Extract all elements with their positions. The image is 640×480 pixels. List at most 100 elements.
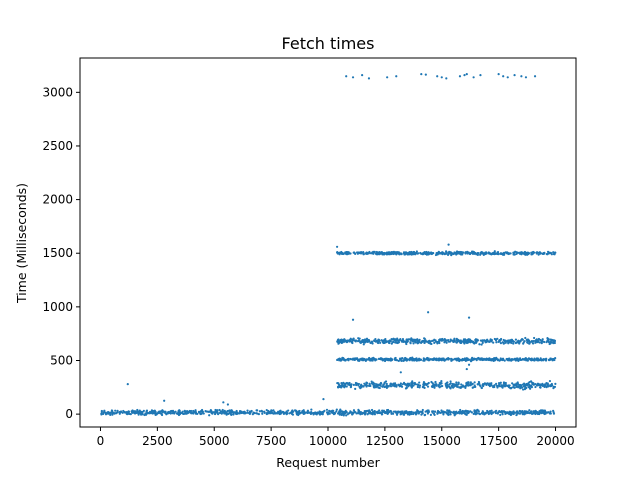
data-point [513,386,516,389]
data-point [170,409,173,413]
data-point [399,357,402,361]
data-point [498,410,502,413]
data-point [549,357,552,360]
data-point [438,383,441,387]
data-point [420,413,423,416]
y-tick-label: 0 [65,407,73,421]
data-point [529,357,532,361]
data-point [291,409,294,412]
data-point [347,383,350,386]
data-point [255,412,258,415]
data-point [492,411,495,414]
data-point [528,409,531,412]
data-point [306,411,309,414]
data-point [541,410,544,413]
data-point [378,409,381,412]
data-point [336,412,340,415]
data-point [513,253,516,256]
data-point [449,251,452,254]
data-point [351,341,354,345]
data-point [509,341,512,344]
data-point [448,340,452,343]
data-point [395,75,398,78]
data-point [515,384,518,387]
data-point [427,359,431,362]
data-point [144,413,148,416]
data-point [471,358,474,362]
data-point [546,384,549,387]
data-point [445,339,448,342]
data-point [381,413,384,416]
data-point [346,413,349,416]
data-point [423,340,426,343]
data-point [411,340,414,343]
data-point [436,342,439,345]
data-point [119,411,122,414]
data-point [358,409,361,413]
data-point [375,384,378,387]
data-point [514,338,518,341]
data-point [447,251,450,255]
data-point [445,411,448,414]
data-point [468,252,472,255]
y-tick-label: 1000 [42,300,73,314]
data-point [533,251,536,254]
data-point [418,381,421,384]
data-point [337,342,340,345]
data-point [431,410,434,413]
data-point [471,250,475,253]
data-point [512,342,515,345]
data-point [386,76,389,79]
x-tick-label: 20000 [536,434,574,448]
data-point [392,412,395,415]
data-point [449,380,452,383]
data-point [484,341,487,344]
data-point [363,338,367,341]
data-point [405,411,409,414]
data-point [349,386,352,389]
data-point [551,338,554,342]
data-point [287,409,290,412]
data-point [539,409,542,412]
data-point [312,412,316,415]
data-point [429,358,432,361]
data-point [427,311,430,314]
data-point [461,358,464,361]
data-point [488,410,492,413]
data-point [136,408,139,412]
data-point [414,413,418,416]
data-point [409,412,412,416]
data-point [402,413,406,416]
data-point [340,341,343,345]
data-point [552,412,556,415]
data-point [515,410,518,413]
data-point [496,337,499,340]
data-point [345,75,348,78]
data-point [495,382,498,385]
data-point [425,340,429,343]
data-point [526,252,529,255]
data-point [408,383,411,387]
data-point [353,410,356,413]
data-point [436,411,439,414]
data-point [367,384,371,387]
data-point [349,357,352,361]
data-point [478,413,482,416]
data-point [322,398,325,401]
data-point [337,252,341,255]
data-point [361,338,364,342]
data-point [506,384,509,387]
data-point [465,357,468,360]
data-point [488,383,491,386]
data-point [424,410,427,413]
data-point [365,381,369,385]
data-point [412,342,415,345]
data-point [485,411,489,414]
data-point [362,251,365,254]
data-point [521,410,524,413]
data-point [467,340,470,344]
data-point [543,383,547,386]
data-point [371,251,374,254]
data-point [110,409,113,412]
data-point [511,358,514,361]
